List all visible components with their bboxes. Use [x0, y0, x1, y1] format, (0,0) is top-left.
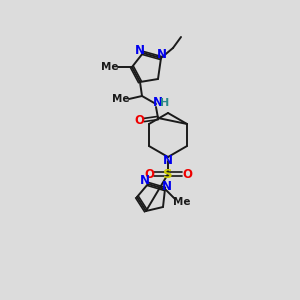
Text: Me: Me: [112, 94, 130, 104]
Text: H: H: [160, 98, 169, 108]
Text: O: O: [182, 167, 192, 181]
Text: N: N: [135, 44, 145, 56]
Text: N: N: [140, 175, 150, 188]
Text: N: N: [162, 179, 172, 193]
Text: O: O: [144, 167, 154, 181]
Text: Me: Me: [101, 62, 119, 72]
Text: N: N: [153, 97, 163, 110]
Text: N: N: [163, 154, 173, 167]
Text: N: N: [157, 49, 167, 62]
Text: Me: Me: [173, 197, 191, 207]
Text: S: S: [163, 167, 173, 181]
Text: O: O: [134, 113, 144, 127]
